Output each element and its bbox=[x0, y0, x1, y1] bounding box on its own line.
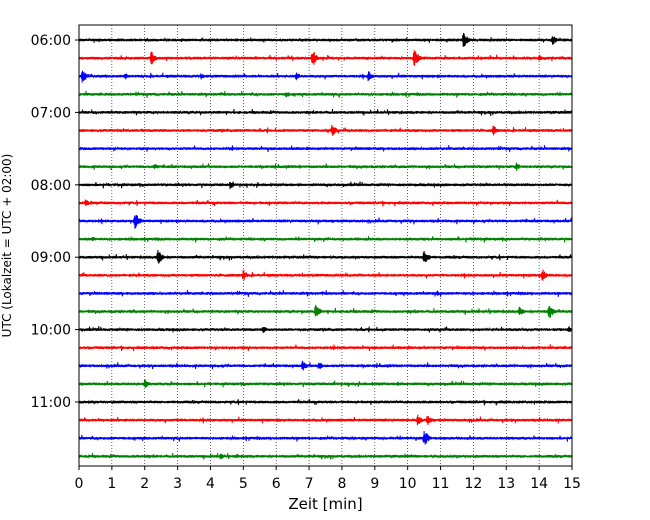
x-tick-label: 1 bbox=[107, 476, 116, 492]
y-tick-label: 08:00 bbox=[31, 178, 71, 194]
seismic-trace bbox=[78, 414, 573, 426]
traces bbox=[78, 32, 573, 460]
seismic-trace bbox=[78, 199, 573, 207]
seismic-trace bbox=[78, 32, 573, 47]
x-tick-label: 3 bbox=[173, 476, 182, 492]
y-tick-label: 07:00 bbox=[31, 105, 71, 121]
x-tick-label: 11 bbox=[432, 476, 450, 492]
seismic-trace bbox=[78, 70, 573, 83]
seismic-trace bbox=[78, 249, 573, 264]
seismic-trace bbox=[78, 124, 573, 137]
seismic-trace bbox=[78, 90, 573, 98]
x-tick-label: 7 bbox=[305, 476, 314, 492]
seismic-trace bbox=[78, 181, 573, 190]
seismic-trace bbox=[78, 360, 573, 371]
plot-frame bbox=[78, 24, 573, 467]
x-tick-label: 10 bbox=[399, 476, 417, 492]
x-tick-label: 13 bbox=[497, 476, 515, 492]
x-tick-label: 6 bbox=[272, 476, 281, 492]
x-tick-label: 9 bbox=[370, 476, 379, 492]
x-tick-label: 15 bbox=[563, 476, 581, 492]
y-tick-label: 06:00 bbox=[31, 33, 71, 49]
x-tick-label: 14 bbox=[530, 476, 548, 492]
seismic-trace bbox=[78, 269, 573, 281]
seismic-trace bbox=[78, 108, 573, 116]
y-tick-label: 11:00 bbox=[31, 395, 71, 411]
seismic-trace bbox=[78, 236, 573, 243]
y-axis-label: UTC (Lokalzeit = UTC + 02:00) bbox=[0, 154, 14, 338]
seismic-trace bbox=[78, 344, 573, 352]
seismic-trace bbox=[78, 452, 573, 460]
x-axis: 0 1 2 3 4 5 6 7 8 9 10 11 12 13 14 15 bbox=[75, 466, 581, 492]
y-tick-label: 10:00 bbox=[31, 323, 71, 339]
seismic-trace bbox=[78, 430, 573, 445]
seismic-trace bbox=[78, 399, 573, 406]
seismic-trace bbox=[78, 326, 573, 334]
x-tick-label: 5 bbox=[239, 476, 248, 492]
x-tick-label: 0 bbox=[75, 476, 84, 492]
x-tick-label: 8 bbox=[337, 476, 346, 492]
seismic-trace bbox=[78, 214, 573, 229]
seismic-trace bbox=[78, 145, 573, 153]
seismic-trace bbox=[78, 289, 573, 297]
x-tick-label: 4 bbox=[206, 476, 215, 492]
x-axis-label: Zeit [min] bbox=[288, 495, 362, 513]
x-tick-label: 2 bbox=[140, 476, 149, 492]
seismic-trace bbox=[78, 304, 573, 318]
seismic-trace bbox=[78, 379, 573, 388]
y-axis: 06:00 07:00 08:00 09:00 10:00 11:00 bbox=[31, 33, 79, 411]
y-tick-label: 09:00 bbox=[31, 250, 71, 266]
grid bbox=[111, 25, 540, 466]
seismic-trace bbox=[78, 162, 573, 171]
seismic-trace bbox=[78, 50, 573, 66]
x-tick-label: 12 bbox=[464, 476, 482, 492]
